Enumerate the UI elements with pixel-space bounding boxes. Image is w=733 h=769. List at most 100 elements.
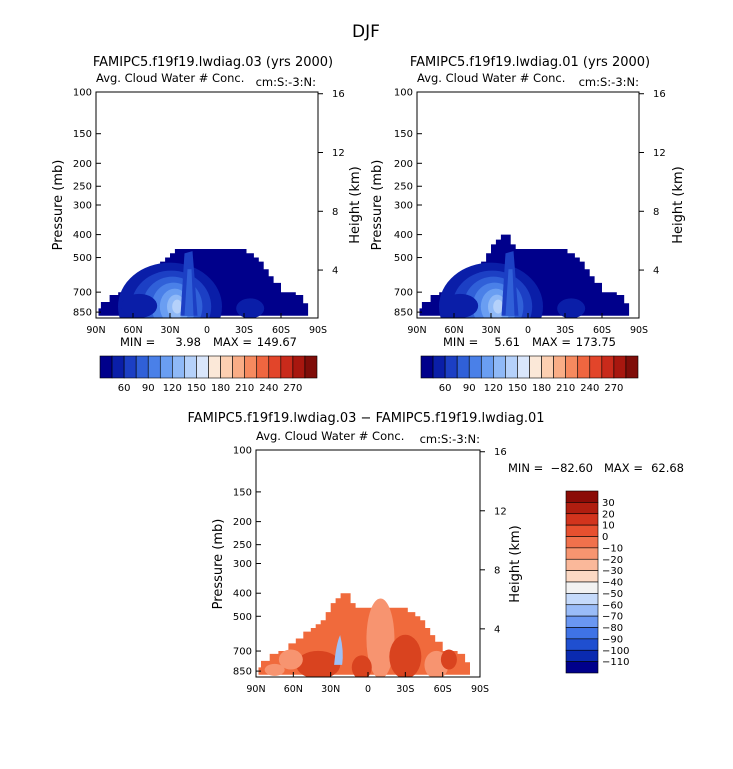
panel-2-min-value: 5.61: [494, 335, 520, 349]
panel-1-colorbar-box-9: [196, 355, 209, 379]
panel-2-colorbar-box-8: [505, 355, 518, 379]
panel-3-ytick-label-200: 200: [233, 517, 252, 528]
panel-1-x-axis: 90N 60N 30N 0 30S 60S 90S: [86, 313, 327, 336]
panel-1-colorbar-box-4: [135, 355, 149, 379]
panel-1-xtick-label-30S: 30S: [235, 325, 253, 336]
panel-top-left: FAMIPC5.f19f19.lwdiag.03 (yrs 2000) Avg.…: [51, 55, 363, 394]
panel-2-field-level-7: [493, 299, 504, 314]
panel-3-colorbar-label-11: −80: [602, 623, 623, 634]
panel-3-colorbar-box-4: [565, 524, 599, 537]
panel-3-field-patch-7: [351, 655, 372, 677]
panel-3-field-patch-2: [278, 649, 303, 670]
panel-2-ytick-label-250: 250: [394, 182, 413, 193]
panel-3-colorbar-box-14: [565, 638, 599, 651]
panel-1-colorbar-label-150: 150: [187, 383, 206, 394]
panel-2-field-patch-nh: [442, 293, 479, 318]
panel-3-colorbar-box-11: [565, 604, 599, 617]
panel-1-units: cm:S:-3:N:: [256, 75, 316, 89]
panel-1-ytick-label-250: 250: [73, 182, 92, 193]
panel-2-field-patch-sh: [557, 298, 586, 319]
panel-2-colorbar-label-180: 180: [532, 383, 551, 394]
panel-2-colorbar-box-9: [517, 355, 530, 379]
panel-1-colorbar-label-270: 270: [283, 383, 302, 394]
panel-2-min-label: MIN =: [443, 335, 478, 349]
panel-2-ytick-label-200: 200: [394, 159, 413, 170]
panel-1-ytick-label-150: 150: [73, 129, 92, 140]
panel-1-ytick-label-850: 850: [73, 308, 92, 319]
panel-2-colorbar-label-240: 240: [580, 383, 599, 394]
panel-3-min-label: MIN =: [508, 461, 543, 475]
panel-1-ylabel: Pressure (mb): [51, 160, 66, 251]
panel-3-ytick-label-400: 400: [233, 589, 252, 600]
panel-3-xtick-label-30S: 30S: [396, 684, 414, 695]
panel-2-colorbar-box-5: [468, 355, 482, 379]
panel-difference: FAMIPC5.f19f19.lwdiag.03 − FAMIPC5.f19f1…: [188, 411, 685, 695]
panel-1-colorbar-box-7: [172, 355, 185, 379]
panel-1-colorbar-box-14: [256, 355, 270, 379]
panel-3-colorbar-label-0: 30: [602, 498, 615, 509]
panel-3-xtick-label-0: 0: [365, 684, 371, 695]
panel-1-colorbar-box-10: [208, 355, 221, 379]
panel-2-y-axis: 100 150 200 250 300 400 500 700 850: [394, 88, 422, 319]
panel-3-subtitle: Avg. Cloud Water # Conc.: [256, 429, 404, 443]
panel-3-field-patch-3: [366, 598, 395, 677]
panel-3-field-negative: [334, 635, 343, 665]
panel-1-xtick-label-90S: 90S: [309, 325, 327, 336]
panel-3-max-label: MAX =: [604, 461, 643, 475]
panel-3-ytick-label-150: 150: [233, 487, 252, 498]
panel-1-colorbar-box-5: [147, 355, 161, 379]
panel-1-xtick-label-90N: 90N: [86, 325, 105, 336]
panel-1-max-value: 149.67: [257, 335, 297, 349]
panel-top-right: FAMIPC5.f19f19.lwdiag.01 (yrs 2000) Avg.…: [370, 55, 686, 394]
panel-1-ytick-label-300: 300: [73, 201, 92, 212]
panel-3-field: [258, 593, 470, 677]
panel-1-colorbar-box-11: [220, 355, 233, 379]
panel-2-xtick-label-30S: 30S: [556, 325, 574, 336]
panel-3-xtick-label-90S: 90S: [471, 684, 489, 695]
panel-2-colorbar-label-60: 60: [439, 383, 452, 394]
panel-2-colorbar-box-1: [420, 355, 434, 379]
panel-2-right-axis: 16 12 8 4: [639, 89, 666, 277]
panel-2-colorbar-box-17: [613, 355, 627, 379]
panel-1-colorbar-box-13: [244, 355, 258, 379]
panel-2-xtick-label-60N: 60N: [444, 325, 463, 336]
panel-1-ytick-label-100: 100: [73, 88, 92, 99]
panel-3-colorbar-box-9: [565, 581, 599, 594]
panel-2-units: cm:S:-3:N:: [579, 75, 639, 89]
panel-2-colorbar-box-10: [529, 355, 542, 379]
panel-3-min-value: −82.60: [550, 461, 593, 475]
panel-3-colorbar-box-13: [565, 627, 599, 640]
panel-1-colorbar-box-6: [159, 355, 173, 379]
panel-2-colorbar-box-12: [553, 355, 566, 379]
panel-3-colorbar-box-12: [565, 615, 599, 628]
panel-2-ytick-label-100: 100: [394, 88, 413, 99]
panel-3-colorbar-label-8: −50: [602, 589, 623, 600]
panel-2-colorbar-box-14: [577, 355, 591, 379]
panel-2-ytick-label-400: 400: [394, 230, 413, 241]
panel-1-min-value: 3.98: [175, 335, 201, 349]
panel-1-xtick-label-30N: 30N: [160, 325, 179, 336]
panel-1-subtitle: Avg. Cloud Water # Conc.: [96, 71, 244, 85]
panel-1-colorbar-box-1: [99, 355, 113, 379]
panel-3-colorbar-label-5: −20: [602, 555, 623, 566]
panel-1-ytick-label-700: 700: [73, 288, 92, 299]
panel-3-colorbar-box-1: [565, 490, 599, 503]
panel-1-colorbar-box-2: [111, 355, 125, 379]
panel-3-y-axis: 100 150 200 250 300 400 500 700 850: [233, 446, 261, 678]
panel-1-xtick-label-60N: 60N: [123, 325, 142, 336]
panel-1-colorbar-box-12: [232, 355, 245, 379]
panel-2-max-value: 173.75: [576, 335, 616, 349]
panel-3-ytick-label-700: 700: [233, 647, 252, 658]
panel-2-colorbar-label-150: 150: [508, 383, 527, 394]
panel-2-ytick-label-300: 300: [394, 201, 413, 212]
panel-3-rtick-label-12: 12: [494, 506, 507, 517]
panel-2-xtick-label-30N: 30N: [481, 325, 500, 336]
panel-2-colorbar-label-210: 210: [556, 383, 575, 394]
panel-2-colorbar-box-15: [589, 355, 603, 379]
panel-3-colorbar-box-15: [565, 649, 599, 662]
panel-2-xtick-label-60S: 60S: [593, 325, 611, 336]
panel-3-rtick-label-8: 8: [494, 565, 500, 576]
panel-1-colorbar-box-18: [304, 355, 318, 379]
